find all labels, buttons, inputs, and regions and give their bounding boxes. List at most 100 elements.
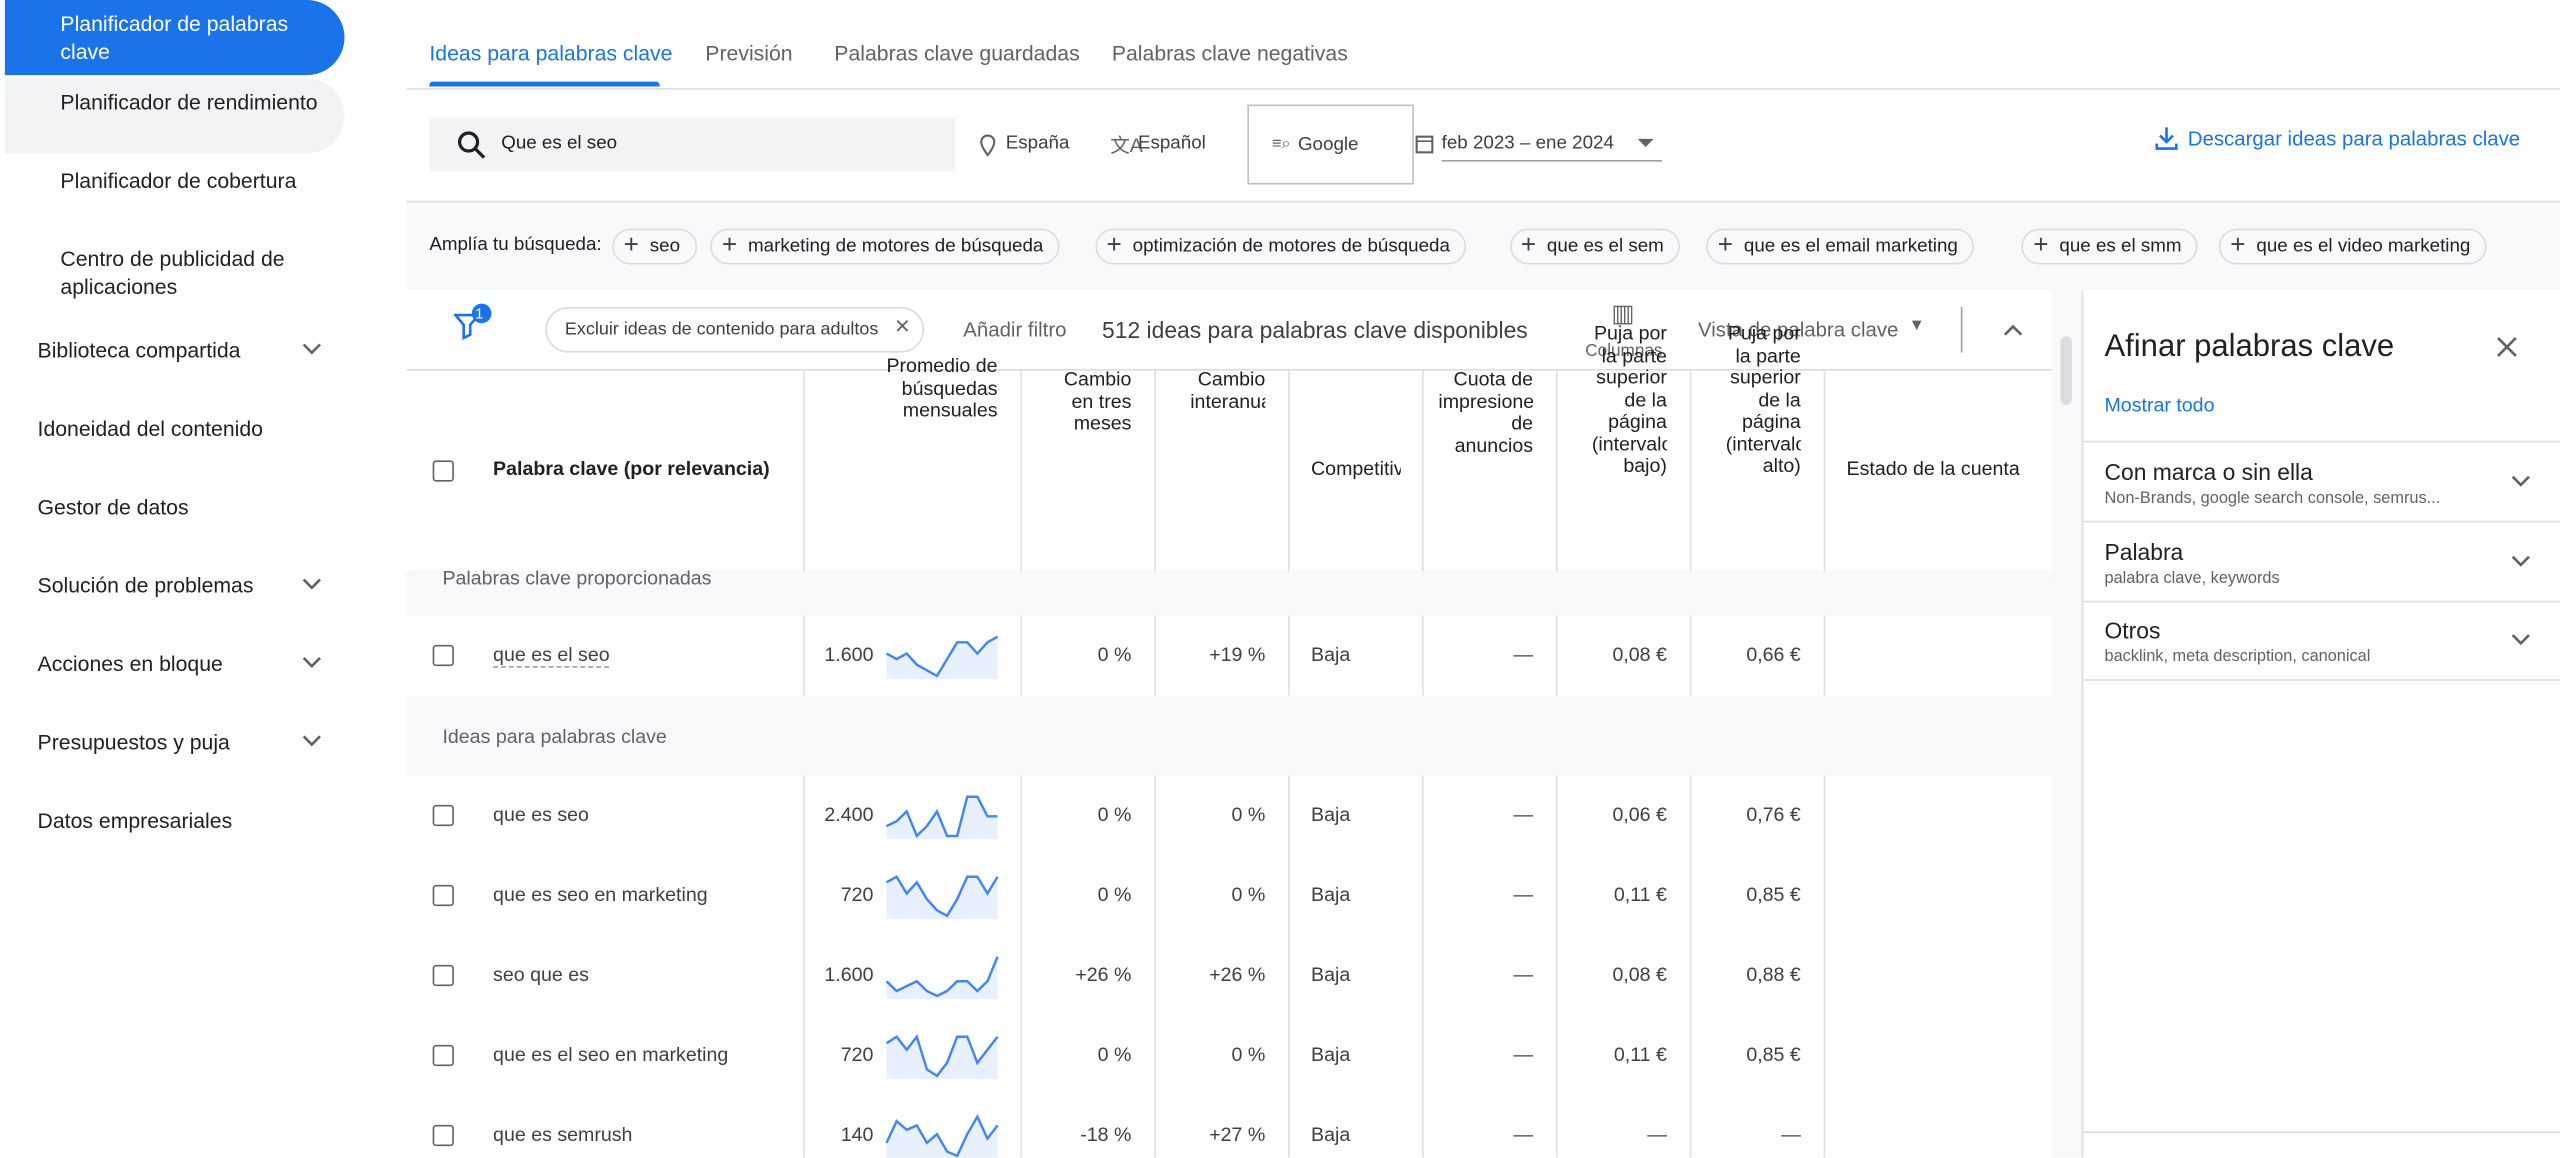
- expand-chevron[interactable]: [2511, 475, 2531, 488]
- tab[interactable]: Previsión: [705, 40, 793, 66]
- row-checkbox[interactable]: [432, 804, 454, 827]
- column-header[interactable]: Cambio interanual: [1190, 368, 1266, 413]
- tab[interactable]: Palabras clave negativas: [1111, 40, 1348, 66]
- avg-searches: 1.600: [824, 963, 874, 987]
- row-checkbox[interactable]: [432, 1124, 454, 1147]
- nav-item[interactable]: Planificador de cobertura: [5, 157, 345, 232]
- collapse-chevron[interactable]: [2003, 323, 2023, 336]
- column-header[interactable]: Cuota de impresiones de anuncios: [1438, 368, 1534, 457]
- column-header[interactable]: Cambio en tres meses: [1063, 368, 1132, 435]
- chevron-path: [2003, 324, 2023, 336]
- suggestion-chip[interactable]: + seo: [612, 228, 697, 265]
- expand-chevron[interactable]: [302, 343, 322, 356]
- header-checkbox[interactable]: [432, 460, 454, 482]
- keyword: seo que es: [493, 963, 589, 987]
- column-header[interactable]: Competitividad: [1311, 458, 1401, 480]
- yoy-change: +26 %: [1209, 963, 1266, 987]
- tab[interactable]: Ideas para palabras clave: [429, 40, 673, 66]
- suggestion-chip[interactable]: + que es el video marketing: [2218, 228, 2487, 265]
- network-box[interactable]: ≡⌕ Google: [1247, 104, 1414, 185]
- impression-share: —: [1513, 1123, 1534, 1147]
- refine-section[interactable]: Con marca o sin ella Non-Brands, google s…: [2083, 442, 2560, 523]
- refine-section[interactable]: Palabra palabra clave, keywords: [2083, 522, 2560, 602]
- nav-label: Planificador de cobertura: [60, 168, 297, 193]
- location[interactable]: España: [1005, 133, 1070, 154]
- add-filter[interactable]: Añadir filtro: [963, 318, 1067, 342]
- impression-share: —: [1513, 643, 1534, 667]
- nav-section[interactable]: Biblioteca compartida: [37, 337, 241, 363]
- remove-chip[interactable]: ×: [894, 313, 910, 342]
- suggestion-chip[interactable]: + marketing de motores de búsqueda: [710, 228, 1060, 265]
- row-checkbox[interactable]: [432, 884, 454, 907]
- column-header[interactable]: Puja por la parte superior de la página …: [1591, 323, 1667, 477]
- column-divider: [1288, 775, 1290, 856]
- refine-section-subtitle: palabra clave, keywords: [2104, 568, 2280, 587]
- columns-label[interactable]: Columnas: [1585, 341, 1663, 361]
- competition: Baja: [1311, 643, 1351, 667]
- nav-item[interactable]: Planificador de rendimiento: [4, 78, 345, 154]
- column-divider: [1555, 1095, 1558, 1158]
- expand-chevron[interactable]: [2511, 633, 2531, 646]
- nav-item[interactable]: Planificador de palabras clave: [4, 0, 345, 76]
- filter-count: 1: [475, 305, 484, 322]
- suggestion-chip[interactable]: + que es el sem: [1509, 228, 1681, 265]
- row-checkbox[interactable]: [432, 964, 454, 987]
- exclude-chip[interactable]: Excluir ideas de contenido para adultos ×: [545, 306, 925, 353]
- refine-section[interactable]: Otros backlink, meta description, canonic…: [2083, 601, 2560, 681]
- yoy-change: 0 %: [1231, 1043, 1266, 1067]
- nav-section[interactable]: Solución de problemas: [37, 573, 254, 598]
- avg-searches: 1.600: [824, 643, 874, 667]
- row-checkbox[interactable]: [432, 1044, 454, 1067]
- high-bid: 0,88 €: [1746, 963, 1801, 987]
- plus-icon: +: [2230, 231, 2246, 260]
- date-dropdown[interactable]: [1637, 138, 1654, 149]
- column-header[interactable]: Palabra clave (por relevancia): [493, 458, 770, 480]
- nav-section[interactable]: Idoneidad del contenido: [37, 416, 263, 441]
- language[interactable]: Español: [1137, 133, 1206, 154]
- suggestion-chip[interactable]: + que es el smm: [2021, 228, 2198, 265]
- expand-chevron[interactable]: [302, 656, 322, 669]
- nav-section[interactable]: Gestor de datos: [37, 494, 189, 520]
- column-header[interactable]: Promedio de búsquedas mensuales: [886, 355, 998, 422]
- expand-chevron[interactable]: [302, 735, 322, 748]
- scrollbar[interactable]: [2060, 336, 2072, 405]
- trend-area: [886, 796, 998, 840]
- column-divider: [1422, 775, 1424, 856]
- trend-line: [885, 1034, 999, 1078]
- high-bid: 0,66 €: [1746, 643, 1801, 667]
- trend-area: [886, 1036, 998, 1080]
- columns-icon[interactable]: ▥: [1611, 300, 1634, 329]
- download-link[interactable]: Descargar ideas para palabras clave: [2187, 127, 2521, 151]
- plus-icon: +: [623, 231, 639, 260]
- suggestion-chip[interactable]: + optimización de motores de búsqueda: [1095, 228, 1467, 265]
- nav-section[interactable]: Acciones en bloque: [37, 651, 223, 676]
- keyword[interactable]: que es el seo: [493, 643, 610, 668]
- view-selector[interactable]: Vista de palabra clave: [1697, 318, 1899, 342]
- row-checkbox[interactable]: [432, 644, 454, 667]
- low-bid: 0,11 €: [1613, 1043, 1667, 1067]
- column-divider: [1288, 855, 1290, 936]
- filter-icon[interactable]: [453, 302, 493, 344]
- show-all[interactable]: Mostrar todo: [2104, 393, 2215, 417]
- suggestion-chip[interactable]: + que es el email marketing: [1706, 228, 1975, 265]
- expand-chevron[interactable]: [2511, 554, 2531, 567]
- column-header[interactable]: Puja por la parte superior de la página …: [1725, 323, 1801, 477]
- plus-icon: +: [721, 231, 738, 260]
- column-divider: [1020, 775, 1023, 856]
- nav-section[interactable]: Datos empresariales: [37, 808, 233, 833]
- nav-section[interactable]: Presupuestos y puja: [37, 729, 230, 755]
- date-range[interactable]: feb 2023 – ene 2024: [1441, 133, 1614, 154]
- search-box[interactable]: Que es el seo: [429, 117, 956, 172]
- close-refine[interactable]: [2496, 336, 2517, 357]
- column-divider: [1154, 370, 1156, 572]
- column-divider: [1020, 935, 1023, 1016]
- keyword: que es el seo en marketing: [493, 1043, 729, 1067]
- column-header[interactable]: Estado de la cuenta: [1846, 458, 2020, 480]
- column-divider: [1823, 1015, 1826, 1096]
- expand-chevron[interactable]: [302, 578, 322, 591]
- tab[interactable]: Palabras clave guardadas: [834, 40, 1080, 66]
- network: Google: [1297, 135, 1359, 156]
- column-divider: [1555, 1015, 1558, 1096]
- nav-item[interactable]: Centro de publicidad de aplicaciones: [5, 235, 345, 310]
- column-divider: [803, 370, 805, 572]
